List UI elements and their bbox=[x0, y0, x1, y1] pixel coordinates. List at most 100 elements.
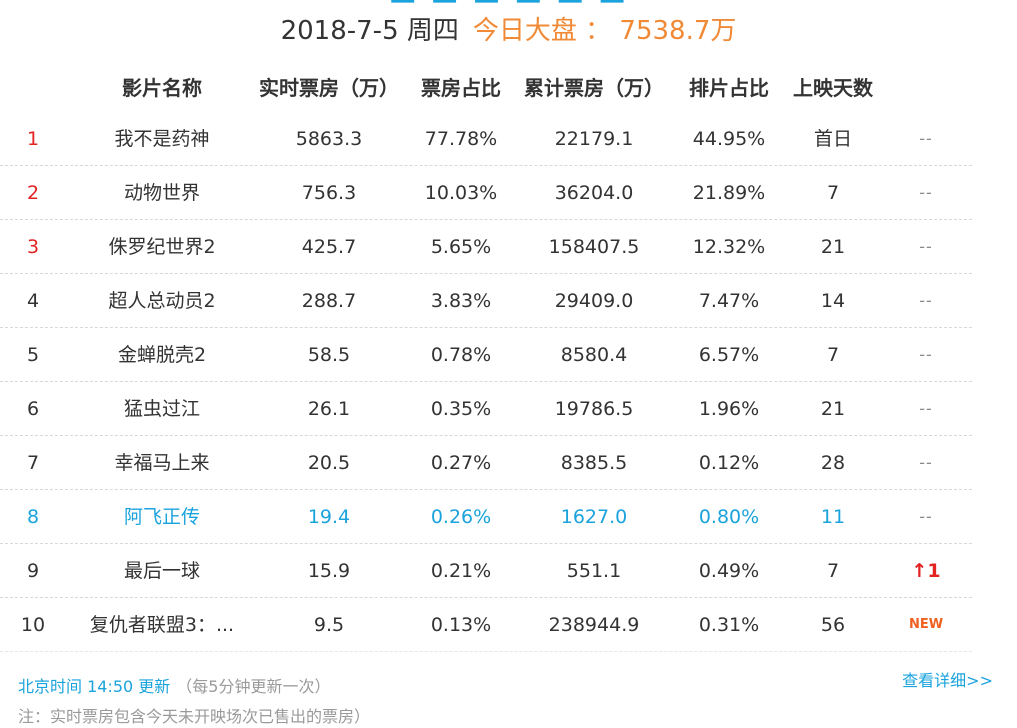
days-showing: 21 bbox=[820, 236, 846, 258]
table-row[interactable]: 1 我不是药神 5863.3 77.78% 22179.1 44.95% 首日 … bbox=[0, 112, 972, 166]
days-showing: 11 bbox=[820, 506, 846, 528]
days-showing: 14 bbox=[820, 290, 846, 312]
movie-name[interactable]: 阿飞正传 bbox=[123, 506, 201, 528]
box-office-share: 5.65% bbox=[430, 236, 492, 258]
rank: 3 bbox=[26, 236, 40, 258]
table-row[interactable]: 5 金蝉脱壳2 58.5 0.78% 8580.4 6.57% 7 -- bbox=[0, 328, 972, 382]
schedule-share: 12.32% bbox=[692, 236, 766, 258]
rank-change: -- bbox=[919, 399, 933, 418]
box-office-share: 0.27% bbox=[430, 452, 492, 474]
cumulative-box-office: 1627.0 bbox=[560, 506, 628, 528]
cumulative-box-office: 19786.5 bbox=[554, 398, 634, 420]
realtime-box-office: 58.5 bbox=[307, 344, 351, 366]
rank-change: -- bbox=[919, 291, 933, 310]
cumulative-box-office: 551.1 bbox=[566, 560, 622, 582]
rank: 5 bbox=[26, 344, 40, 366]
realtime-box-office: 20.5 bbox=[307, 452, 351, 474]
realtime-box-office: 26.1 bbox=[307, 398, 351, 420]
realtime-box-office: 425.7 bbox=[301, 236, 357, 258]
cumulative-box-office: 8385.5 bbox=[560, 452, 628, 474]
rank: 2 bbox=[26, 182, 40, 204]
days-showing: 28 bbox=[820, 452, 846, 474]
box-office-table: 1 我不是药神 5863.3 77.78% 22179.1 44.95% 首日 … bbox=[0, 112, 1017, 652]
rank-change: -- bbox=[919, 183, 933, 202]
table-row[interactable]: 9 最后一球 15.9 0.21% 551.1 0.49% 7 ↑1 bbox=[0, 544, 972, 598]
cumulative-box-office: 238944.9 bbox=[548, 614, 640, 636]
table-row-highlighted[interactable]: 8 阿飞正传 19.4 0.26% 1627.0 0.80% 11 -- bbox=[0, 490, 972, 544]
box-office-share: 0.21% bbox=[430, 560, 492, 582]
col-header-schedule: 排片占比 bbox=[689, 76, 769, 100]
table-row[interactable]: 6 猛虫过江 26.1 0.35% 19786.5 1.96% 21 -- bbox=[0, 382, 972, 436]
rank-change: -- bbox=[919, 345, 933, 364]
rank: 8 bbox=[26, 506, 40, 528]
table-row[interactable]: 3 侏罗纪世界2 425.7 5.65% 158407.5 12.32% 21 … bbox=[0, 220, 972, 274]
rank: 1 bbox=[26, 128, 40, 150]
box-office-share: 77.78% bbox=[424, 128, 498, 150]
new-badge: NEW bbox=[908, 617, 944, 632]
rank-change: -- bbox=[919, 237, 933, 256]
table-header: 影片名称 实时票房（万） 票房占比 累计票房（万） 排片占比 上映天数 bbox=[0, 74, 1017, 102]
realtime-box-office: 15.9 bbox=[307, 560, 351, 582]
schedule-share: 1.96% bbox=[698, 398, 760, 420]
col-header-share: 票房占比 bbox=[421, 76, 501, 100]
rank: 4 bbox=[26, 290, 40, 312]
realtime-box-office: 9.5 bbox=[313, 614, 345, 636]
movie-name[interactable]: 猛虫过江 bbox=[123, 398, 201, 420]
cumulative-box-office: 158407.5 bbox=[548, 236, 640, 258]
cumulative-box-office: 36204.0 bbox=[554, 182, 634, 204]
days-showing: 7 bbox=[826, 182, 840, 204]
schedule-share: 7.47% bbox=[698, 290, 760, 312]
days-showing: 7 bbox=[826, 560, 840, 582]
movie-name[interactable]: 最后一球 bbox=[123, 560, 201, 582]
box-office-share: 0.78% bbox=[430, 344, 492, 366]
rank: 10 bbox=[20, 614, 46, 636]
schedule-share: 0.31% bbox=[698, 614, 760, 636]
cumulative-box-office: 29409.0 bbox=[554, 290, 634, 312]
rank: 9 bbox=[26, 560, 40, 582]
rank-up-indicator: ↑1 bbox=[911, 560, 941, 582]
realtime-box-office: 756.3 bbox=[301, 182, 357, 204]
cumulative-box-office: 8580.4 bbox=[560, 344, 628, 366]
cut-off-title: ▬ ▬ ▬ ▬ ▬ ▬ bbox=[0, 0, 1017, 8]
movie-name[interactable]: 幸福马上来 bbox=[114, 452, 210, 474]
schedule-share: 0.80% bbox=[698, 506, 760, 528]
days-showing: 21 bbox=[820, 398, 846, 420]
days-showing: 首日 bbox=[813, 128, 853, 150]
update-frequency: （每5分钟更新一次） bbox=[176, 677, 331, 696]
header: 2018-7-5 周四 今日大盘 ： 7538.7万 bbox=[0, 14, 1017, 48]
schedule-share: 0.49% bbox=[698, 560, 760, 582]
schedule-share: 6.57% bbox=[698, 344, 760, 366]
table-row[interactable]: 7 幸福马上来 20.5 0.27% 8385.5 0.12% 28 -- bbox=[0, 436, 972, 490]
realtime-box-office: 288.7 bbox=[301, 290, 357, 312]
footnote: 注：实时票房包含今天未开映场次已售出的票房） bbox=[18, 707, 371, 726]
box-office-share: 10.03% bbox=[424, 182, 498, 204]
view-details-link[interactable]: 查看详细>> bbox=[902, 671, 993, 690]
header-date: 2018-7-5 周四 bbox=[280, 16, 459, 46]
cumulative-box-office: 22179.1 bbox=[554, 128, 634, 150]
col-header-name: 影片名称 bbox=[122, 76, 202, 100]
table-row[interactable]: 10 复仇者联盟3：... 9.5 0.13% 238944.9 0.31% 5… bbox=[0, 598, 972, 652]
schedule-share: 44.95% bbox=[692, 128, 766, 150]
col-header-total: 累计票房（万） bbox=[524, 76, 664, 100]
realtime-box-office: 5863.3 bbox=[295, 128, 363, 150]
table-row[interactable]: 4 超人总动员2 288.7 3.83% 29409.0 7.47% 14 -- bbox=[0, 274, 972, 328]
realtime-box-office: 19.4 bbox=[307, 506, 351, 528]
movie-name[interactable]: 金蝉脱壳2 bbox=[117, 344, 207, 366]
movie-name[interactable]: 动物世界 bbox=[123, 182, 201, 204]
rank-change: -- bbox=[919, 507, 933, 526]
schedule-share: 0.12% bbox=[698, 452, 760, 474]
movie-name[interactable]: 我不是药神 bbox=[114, 128, 210, 150]
update-time: 北京时间 14:50 更新 bbox=[18, 677, 171, 696]
rank-change: -- bbox=[919, 453, 933, 472]
box-office-share: 0.26% bbox=[430, 506, 492, 528]
table-row[interactable]: 2 动物世界 756.3 10.03% 36204.0 21.89% 7 -- bbox=[0, 166, 972, 220]
rank-change: -- bbox=[919, 129, 933, 148]
schedule-share: 21.89% bbox=[692, 182, 766, 204]
box-office-share: 0.35% bbox=[430, 398, 492, 420]
col-header-realtime: 实时票房（万） bbox=[259, 76, 399, 100]
movie-name[interactable]: 复仇者联盟3：... bbox=[89, 614, 235, 636]
movie-name[interactable]: 侏罗纪世界2 bbox=[108, 236, 216, 258]
days-showing: 56 bbox=[820, 614, 846, 636]
box-office-share: 0.13% bbox=[430, 614, 492, 636]
movie-name[interactable]: 超人总动员2 bbox=[108, 290, 216, 312]
